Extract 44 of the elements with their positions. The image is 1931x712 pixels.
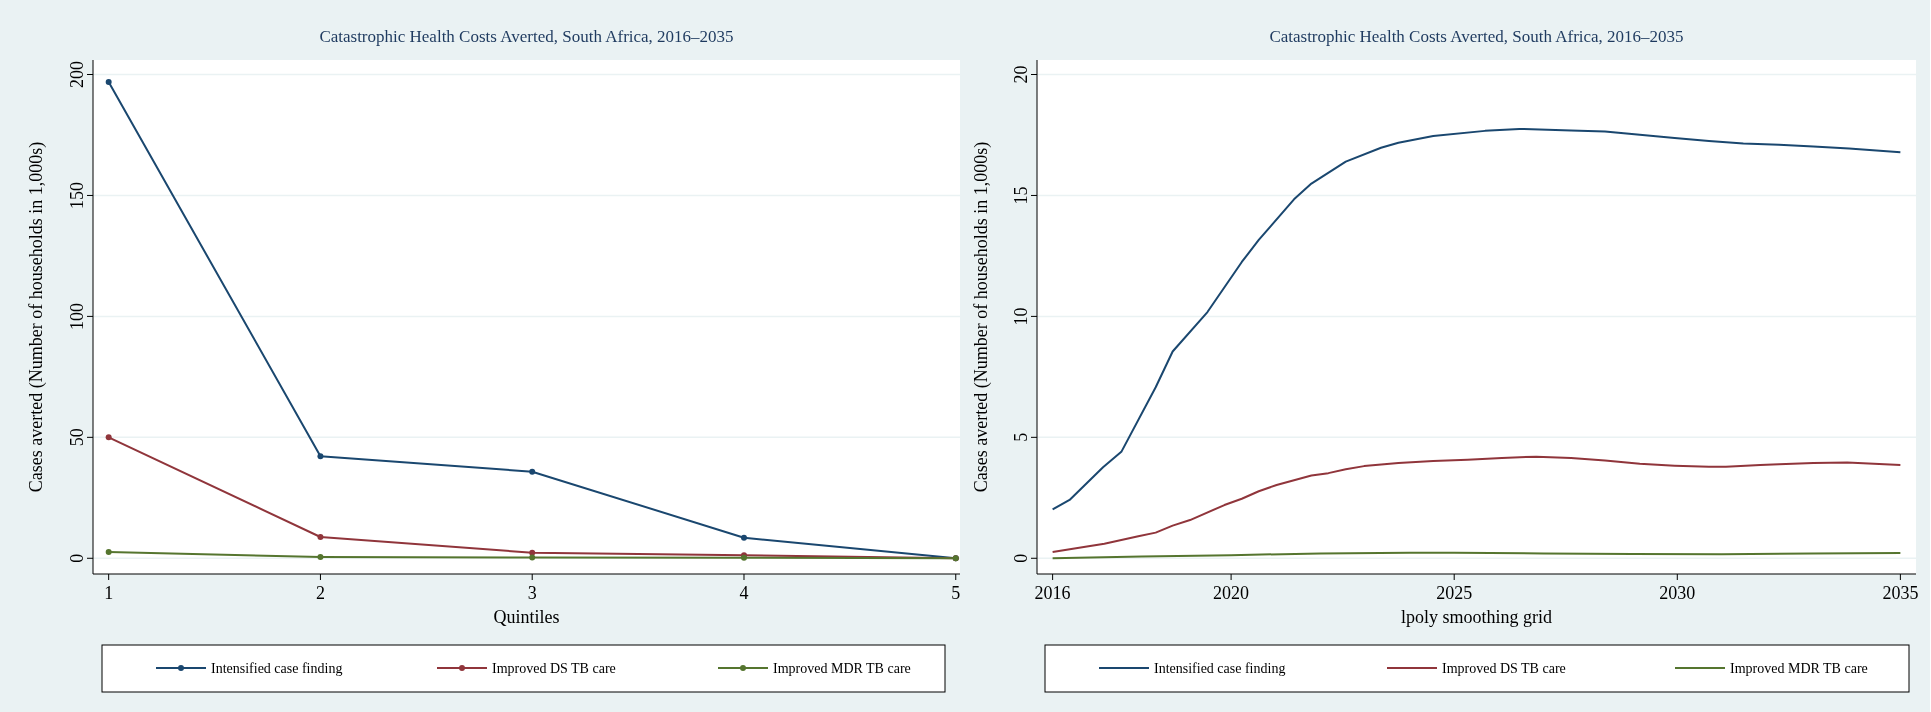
legend-label: Improved MDR TB care: [1730, 661, 1868, 676]
y-tick-label: 200: [67, 61, 87, 89]
x-tick-label: 2: [315, 583, 325, 603]
y-tick-label: 0: [1011, 553, 1031, 563]
point: [529, 549, 536, 556]
point: [317, 453, 324, 460]
y-axis-title: Cases averted (Number of households in 1,000s): [971, 141, 992, 493]
x-tick-label: 3: [527, 583, 537, 603]
y-axis-title: Cases averted (Number of households in 1,000s): [26, 141, 47, 493]
x-axis-title: lpoly smoothing grid: [1400, 607, 1553, 627]
x-axis-title: Quintiles: [493, 607, 560, 627]
y-tick-label: 5: [1011, 432, 1031, 442]
point: [105, 434, 112, 441]
point: [317, 554, 324, 561]
x-tick-label: 2016: [1034, 583, 1071, 603]
y-tick-label: 0: [67, 553, 87, 563]
chart-title: Catastrophic Health Costs Averted, South Africa, 2016–2035: [1269, 27, 1684, 46]
x-tick-label: 5: [951, 583, 961, 603]
y-tick-label: 50: [67, 428, 87, 447]
legend-label: Intensified case finding: [211, 661, 343, 676]
point: [105, 79, 112, 86]
y-tick-label: 20: [1011, 65, 1031, 84]
point: [529, 554, 536, 561]
y-tick-label: 100: [67, 302, 87, 330]
y-tick-label: 10: [1011, 307, 1031, 326]
x-tick-label: 4: [739, 583, 749, 603]
point: [105, 548, 112, 555]
legend-label: Intensified case finding: [1154, 661, 1286, 676]
x-tick-label: 2035: [1882, 583, 1919, 603]
x-tick-label: 2020: [1213, 583, 1250, 603]
x-tick-label: 2025: [1436, 583, 1473, 603]
x-tick-label: 2030: [1659, 583, 1696, 603]
point: [740, 534, 747, 541]
legend-label: Improved DS TB care: [492, 661, 616, 676]
x-tick-label: 1: [104, 583, 114, 603]
line-series: [1051, 455, 1902, 553]
y-tick-label: 15: [1011, 186, 1031, 205]
y-tick-label: 150: [67, 181, 87, 209]
line-series: [1051, 127, 1902, 511]
point: [317, 533, 324, 540]
legend-label: Improved DS TB care: [1442, 661, 1566, 676]
legend-label: Improved MDR TB care: [773, 661, 911, 676]
chart-title: Catastrophic Health Costs Averted, South Africa, 2016–2035: [319, 27, 734, 46]
point: [529, 468, 536, 475]
